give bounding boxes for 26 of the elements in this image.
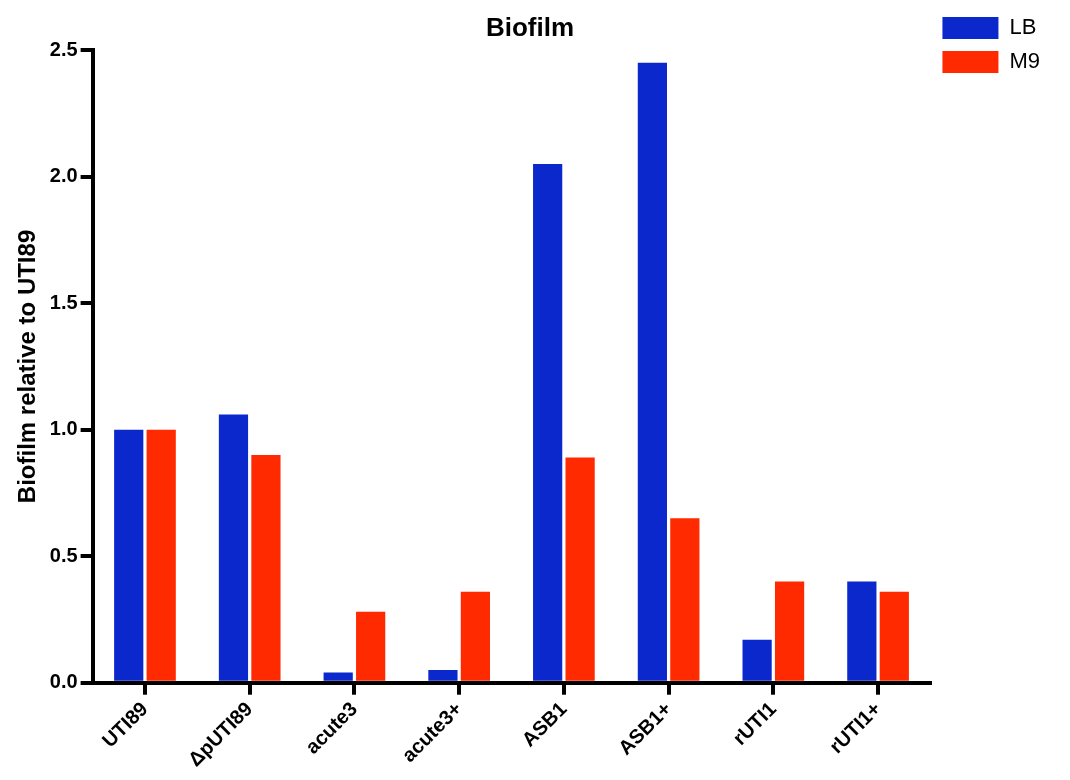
bar: [323, 672, 353, 681]
bar: [879, 591, 909, 681]
y-tick-label: 2.5: [49, 37, 78, 60]
bar: [847, 581, 877, 681]
bar: [251, 455, 281, 681]
chart-title: Biofilm: [485, 11, 575, 42]
bar: [460, 591, 490, 681]
legend-label: LB: [1009, 14, 1037, 40]
y-tick-label: 0.5: [49, 543, 78, 566]
y-tick-label: 1.0: [49, 417, 78, 440]
bar: [742, 639, 772, 681]
bar: [356, 611, 386, 681]
y-axis-title: Biofilm relative to UTI89: [13, 229, 41, 504]
bar: [637, 62, 667, 681]
bar: [146, 429, 176, 681]
y-tick-label: 1.5: [49, 290, 78, 313]
bar: [670, 518, 700, 681]
bar: [114, 429, 144, 681]
y-tick-label: 2.0: [49, 164, 78, 187]
bar: [428, 670, 458, 681]
bar: [774, 581, 805, 681]
bar: [565, 457, 595, 681]
bar: [533, 164, 563, 681]
y-tick-label: 0.0: [49, 670, 78, 693]
bar: [218, 414, 249, 681]
legend-label: M9: [1009, 48, 1040, 74]
